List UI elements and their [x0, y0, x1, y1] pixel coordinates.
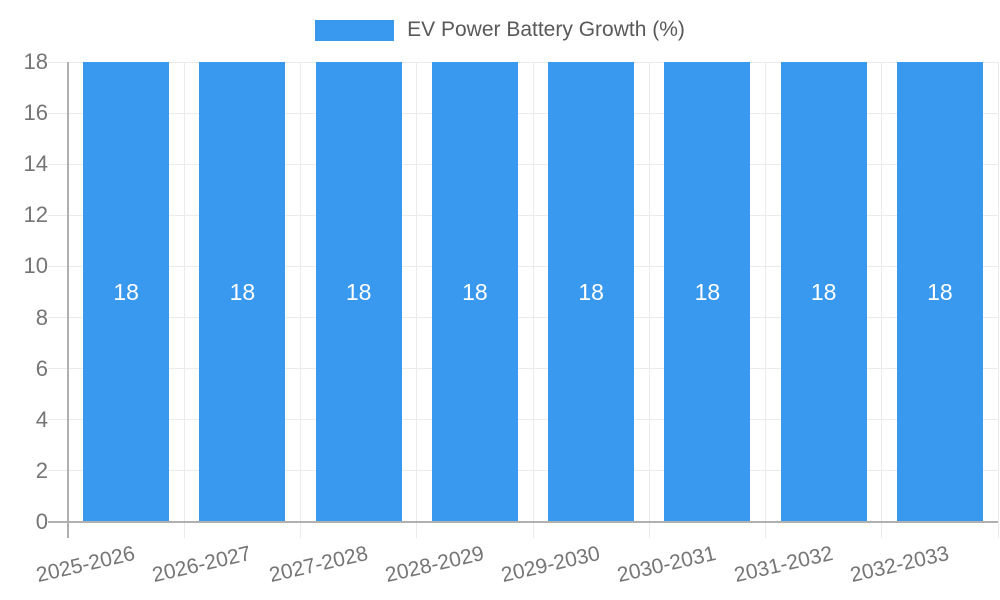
bar-value-label: 18 — [229, 279, 256, 305]
bar — [896, 62, 983, 522]
bar — [83, 62, 170, 522]
x-gridline — [532, 62, 534, 522]
y-axis-tick-label: 6 — [35, 355, 48, 381]
y-axis-tick-label: 18 — [23, 49, 48, 74]
bar-value-label: 18 — [578, 279, 604, 305]
x-gridline — [765, 62, 766, 522]
x-axis-tick — [300, 522, 301, 538]
y-axis-tick-label: 10 — [23, 253, 48, 279]
x-axis-tick — [416, 522, 418, 538]
bar — [780, 62, 867, 522]
x-axis-line — [48, 521, 998, 523]
x-gridline — [183, 62, 185, 522]
bar — [664, 62, 751, 522]
y-axis-tick-label: 16 — [23, 100, 48, 126]
x-axis-tick — [881, 522, 883, 538]
bar — [431, 62, 518, 522]
bar-value-label: 18 — [810, 279, 837, 305]
y-axis-tick-label: 2 — [35, 457, 48, 483]
bar-value-label: 18 — [462, 279, 488, 305]
y-gridline — [48, 112, 998, 114]
bar — [315, 62, 402, 522]
legend-swatch — [315, 19, 395, 41]
y-gridline — [48, 163, 998, 165]
x-gridline — [997, 62, 999, 522]
y-gridline — [48, 470, 998, 472]
y-axis-tick-label: 8 — [35, 304, 48, 330]
y-axis-tick-label: 14 — [23, 151, 48, 177]
bar-value-label: 18 — [345, 279, 372, 305]
bar — [199, 62, 286, 522]
y-gridline — [48, 61, 998, 63]
x-axis-tick — [532, 522, 534, 538]
bar-value-label: 18 — [113, 279, 139, 305]
x-axis-tick — [183, 522, 185, 538]
x-axis-tick — [997, 522, 999, 538]
x-gridline — [648, 62, 650, 522]
x-gridline — [416, 62, 418, 522]
y-axis-tick-label: 4 — [35, 406, 48, 432]
x-gridline — [881, 62, 883, 522]
y-gridline — [48, 317, 998, 319]
x-axis-tick — [648, 522, 650, 538]
bar-value-label: 18 — [694, 279, 721, 305]
legend-label: EV Power Battery Growth (%) — [407, 18, 685, 41]
y-gridline — [48, 419, 998, 421]
y-gridline — [48, 368, 998, 370]
y-gridline — [48, 265, 998, 267]
y-axis-line — [67, 62, 69, 538]
y-gridline — [48, 214, 998, 216]
x-gridline — [300, 62, 301, 522]
bar-value-label: 18 — [927, 279, 953, 305]
y-axis-tick-label: 0 — [35, 509, 48, 534]
x-axis-tick — [765, 522, 766, 538]
legend[interactable]: EV Power Battery Growth (%) — [0, 18, 1000, 42]
y-axis-tick-label: 12 — [23, 202, 48, 228]
bar — [548, 62, 635, 522]
